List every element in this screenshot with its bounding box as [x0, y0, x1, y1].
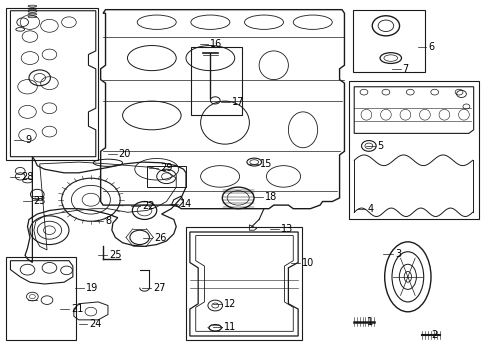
Text: 25: 25 — [109, 249, 121, 260]
Text: 10: 10 — [301, 258, 313, 268]
Text: 5: 5 — [376, 141, 383, 151]
Text: 21: 21 — [71, 304, 83, 314]
Bar — [348, 81, 478, 220]
Bar — [5, 8, 98, 160]
Text: 17: 17 — [231, 97, 244, 107]
Text: 15: 15 — [260, 159, 272, 169]
Text: 24: 24 — [89, 319, 102, 329]
Text: 14: 14 — [179, 199, 191, 210]
Text: 4: 4 — [366, 204, 373, 214]
Text: 12: 12 — [223, 300, 235, 310]
Text: 16: 16 — [210, 40, 222, 49]
Bar — [185, 226, 302, 339]
Text: 27: 27 — [153, 283, 165, 293]
Bar — [5, 257, 76, 339]
Text: 8: 8 — [105, 216, 111, 226]
Text: 23: 23 — [33, 196, 46, 206]
Text: 9: 9 — [25, 135, 31, 145]
Text: 2: 2 — [431, 330, 437, 340]
Text: 28: 28 — [21, 172, 34, 182]
Text: 7: 7 — [402, 64, 408, 74]
Text: 26: 26 — [154, 233, 166, 243]
Text: 13: 13 — [281, 225, 293, 234]
Bar — [352, 10, 424, 72]
Bar — [190, 47, 242, 116]
Text: 1: 1 — [366, 317, 373, 327]
Text: 20: 20 — [119, 149, 131, 159]
Text: 11: 11 — [223, 322, 235, 332]
Text: 22: 22 — [142, 201, 154, 211]
Text: 6: 6 — [427, 42, 433, 52]
Text: 18: 18 — [264, 192, 277, 202]
Text: 19: 19 — [85, 283, 98, 293]
Text: 3: 3 — [394, 248, 401, 258]
Text: 29: 29 — [160, 163, 172, 173]
